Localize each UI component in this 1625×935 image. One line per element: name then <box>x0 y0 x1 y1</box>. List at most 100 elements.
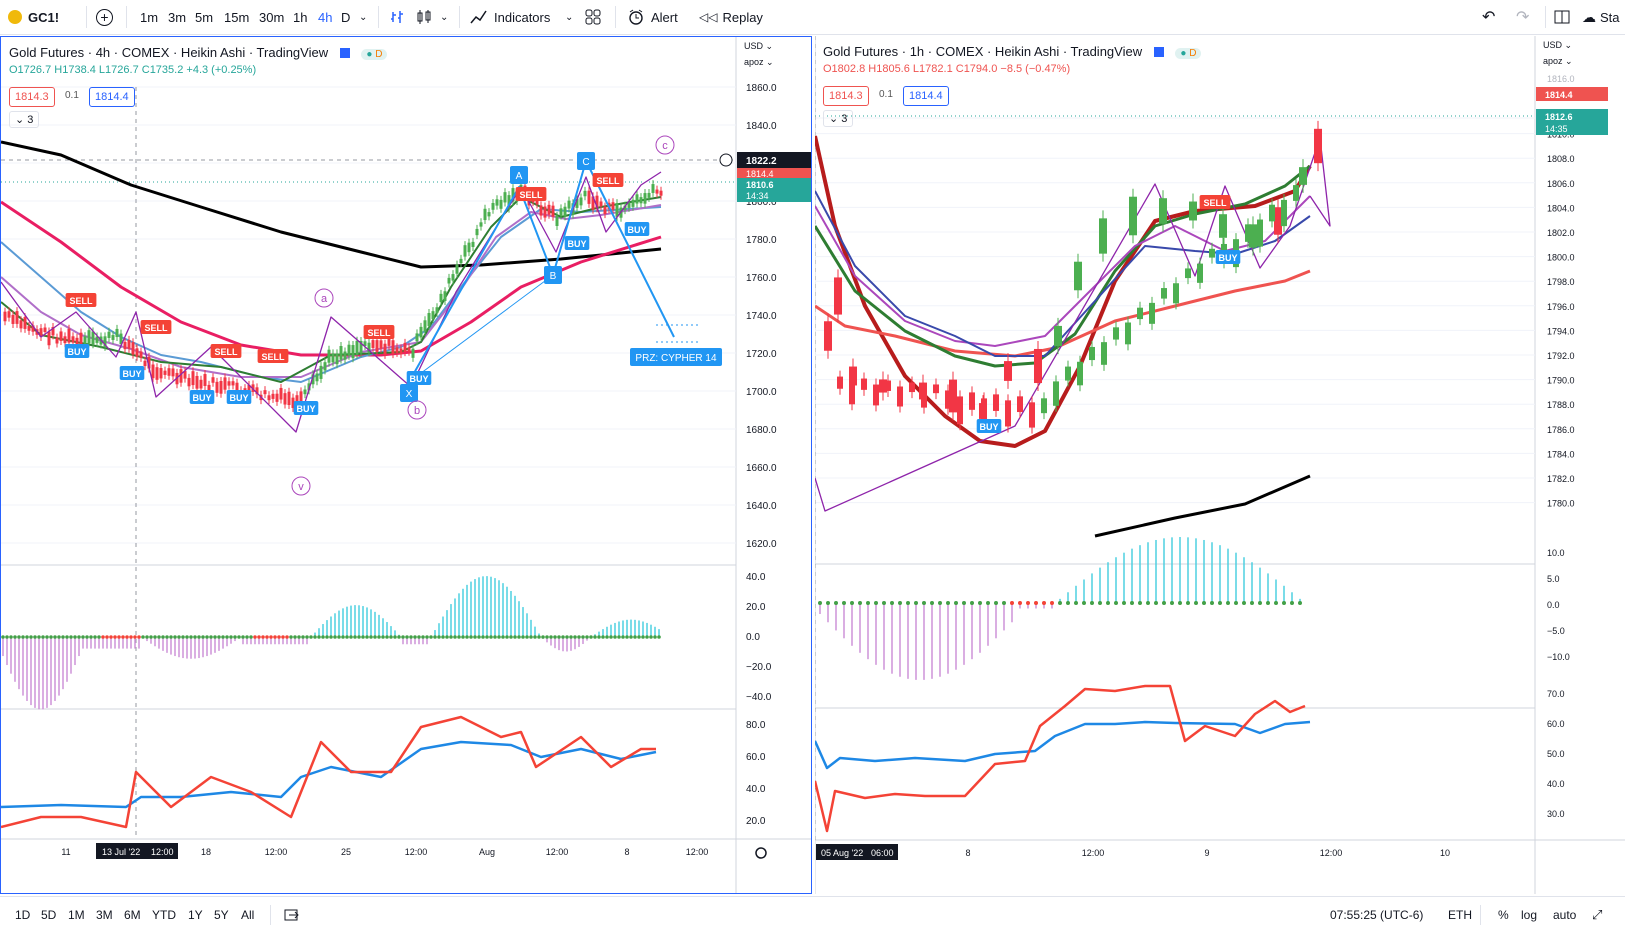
indicators-dropdown[interactable]: ⌄ <box>565 0 573 34</box>
add-alert-icon[interactable] <box>719 153 733 167</box>
chart-pane-right[interactable]: USD ⌄apoz ⌄1816.01812.01810.01808.01806.… <box>815 36 1625 894</box>
osc1-dot <box>273 635 277 639</box>
redo-button[interactable]: ↷ <box>1516 0 1529 34</box>
interval-dropdown[interactable]: ⌄ <box>359 0 367 34</box>
interval-1h[interactable]: 1h <box>293 0 307 34</box>
ha-candle <box>83 336 87 344</box>
symbol-search[interactable]: GC1! <box>8 0 59 34</box>
range-3M[interactable]: 3M <box>96 897 113 933</box>
price-tick: 1740.0 <box>746 311 777 322</box>
replay-button[interactable]: ◁◁ Replay <box>699 0 763 34</box>
range-5D[interactable]: 5D <box>41 897 56 933</box>
ha-candle <box>631 199 635 207</box>
ha-candle <box>211 377 215 383</box>
buy-signal: BUY <box>229 393 248 403</box>
indicators-button[interactable]: Indicators <box>470 0 550 34</box>
range-5Y[interactable]: 5Y <box>214 897 229 933</box>
pattern-point-bg <box>577 152 595 170</box>
buy-signal: BUY <box>409 374 428 384</box>
range-YTD[interactable]: YTD <box>152 897 176 933</box>
range-1D[interactable]: 1D <box>15 897 30 933</box>
osc1-dot <box>381 635 385 639</box>
interval-D[interactable]: D <box>341 0 350 34</box>
osc1-dot <box>473 635 477 639</box>
ha-candle <box>1125 322 1131 345</box>
osc1-dot <box>826 601 830 605</box>
undo-button[interactable]: ↶ <box>1482 0 1495 34</box>
buy-signal-bg <box>119 366 145 380</box>
ha-candle <box>295 395 299 403</box>
alert-button[interactable]: Alert <box>628 0 678 34</box>
ha-candle <box>195 375 199 389</box>
settings-gear-icon[interactable] <box>755 847 767 859</box>
range-All[interactable]: All <box>241 897 254 933</box>
clock-display[interactable]: 07:55:25 (UTC-6) <box>1330 897 1423 933</box>
ma-purple <box>1 204 662 378</box>
indicators-collapse-button[interactable]: ⌄ 3 <box>823 110 854 127</box>
ha-candle <box>39 328 43 338</box>
interval-4h[interactable]: 4h <box>318 0 332 34</box>
osc1-dot <box>113 635 117 639</box>
candles-style-button[interactable] <box>416 0 432 34</box>
percent-toggle[interactable]: % <box>1498 897 1509 933</box>
osc1-dot <box>349 635 353 639</box>
ha-candle <box>379 340 383 349</box>
osc1-dot <box>1018 601 1022 605</box>
osc1-dot <box>181 635 185 639</box>
sell-price-button[interactable]: 1814.3 <box>823 86 869 106</box>
bars-style-button[interactable] <box>390 0 406 34</box>
session-button[interactable]: ETH <box>1448 897 1472 933</box>
interval-15m[interactable]: 15m <box>224 0 249 34</box>
goto-date-button[interactable] <box>284 897 300 933</box>
chart-canvas-left[interactable]: 1860.0 1840.0 18 20.0 1800.0 1780.0 1760.0 1740… <box>1 37 811 893</box>
range-1Y[interactable]: 1Y <box>188 897 203 933</box>
fullscreen-button[interactable]: ⤢ <box>1592 897 1602 933</box>
buy-price-button[interactable]: 1814.4 <box>903 86 949 106</box>
auto-toggle[interactable]: auto <box>1553 897 1576 933</box>
ha-candle <box>191 371 195 386</box>
indicators-collapse-button[interactable]: ⌄ 3 <box>9 111 40 128</box>
chart-canvas-right[interactable]: USD ⌄apoz ⌄1816.01812.01810.01808.01806.… <box>815 36 1625 894</box>
osc1-dot <box>818 601 822 605</box>
ha-candle <box>231 381 235 386</box>
osc2-tick: 30.0 <box>1547 809 1565 819</box>
log-toggle[interactable]: log <box>1521 897 1537 933</box>
interval-label: 1h <box>293 9 308 25</box>
range-label: All <box>241 908 255 922</box>
range-1M[interactable]: 1M <box>68 897 85 933</box>
buy-signal-bg <box>976 419 1002 433</box>
osc2-tick: 80.0 <box>746 720 766 731</box>
buy-signal: BUY <box>627 225 646 235</box>
pattern-point-bg <box>400 384 418 402</box>
save-cloud-button[interactable]: ☁ Sta <box>1582 0 1620 34</box>
price-tick: 1620.0 <box>746 539 777 550</box>
interval-3m[interactable]: 3m <box>168 0 186 34</box>
interval-1m[interactable]: 1m <box>140 0 158 34</box>
chart-type-dropdown[interactable]: ⌄ <box>440 0 448 34</box>
ha-candle <box>387 338 391 346</box>
osc1-dot <box>521 635 525 639</box>
buy-signal-bg <box>406 371 432 385</box>
templates-button[interactable] <box>585 0 601 34</box>
session-label: ETH <box>1448 908 1472 922</box>
ha-candle <box>431 311 435 320</box>
buy-price-button[interactable]: 1814.4 <box>89 87 135 107</box>
add-symbol-icon: + <box>96 8 113 26</box>
compare-button[interactable]: + <box>96 0 113 34</box>
interval-5m[interactable]: 5m <box>195 0 213 34</box>
osc1-dot <box>1298 601 1302 605</box>
sell-price-button[interactable]: 1814.3 <box>9 87 55 107</box>
layout-button[interactable] <box>1554 0 1570 34</box>
chart-pane-left[interactable]: 1860.0 1840.0 18 20.0 1800.0 1780.0 1760.0 1740… <box>0 36 812 894</box>
time-tick: 12:00 <box>265 847 288 857</box>
ha-candle <box>27 326 31 331</box>
interval-30m[interactable]: 30m <box>259 0 284 34</box>
osc1-tick: −5.0 <box>1547 626 1565 636</box>
osc1-dot <box>277 635 281 639</box>
osc1-dot <box>962 601 966 605</box>
range-6M[interactable]: 6M <box>124 897 141 933</box>
data-status-badge: ● D <box>1175 48 1202 59</box>
ha-candle <box>555 215 559 226</box>
time-tick: 8 <box>965 848 970 858</box>
ha-candle <box>909 382 915 393</box>
